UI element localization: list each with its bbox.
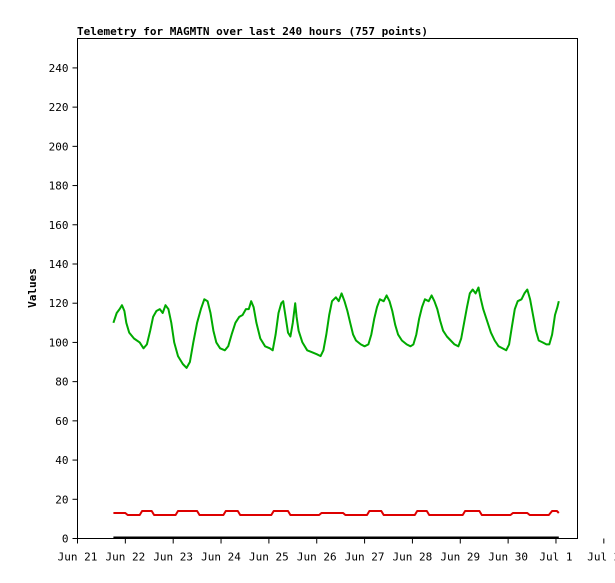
x-tick-label: Jun 28 [393,551,433,564]
x-tick-label: Jun 24 [201,551,241,564]
y-axis-label: Values [26,268,39,308]
x-tick-label: Jun 21 [58,551,98,564]
y-tick-label: 40 [55,454,68,467]
x-axis-ticks: Jun 21 Jun 22 Jun 23 Jun 24 Jun 25 Jun 26 Jun … [58,538,615,564]
x-tick-label: Jun 25 [249,551,289,564]
x-tick-label: Jun 23 [153,551,193,564]
x-tick-label: Jul 1 [539,551,572,564]
series-line-2 [113,510,560,516]
y-tick-label: 240 [49,62,69,75]
plot-frame [77,38,578,539]
y-tick-label: 80 [55,376,68,389]
y-tick-label: 120 [49,297,69,310]
y-tick-label: 180 [49,180,69,193]
y-axis-ticks: 0 20 40 60 80 100 120 140 160 180 200 220 240 [49,62,78,546]
y-tick-label: 100 [49,336,69,349]
x-tick-label: Jul 2 [587,551,615,564]
y-tick-label: 60 [55,415,68,428]
series-layer [112,286,560,539]
chart-title: Telemetry for MAGMTN over last 240 hours… [77,25,428,38]
x-tick-label: Jun 26 [297,551,337,564]
y-tick-label: 160 [49,219,69,232]
y-tick-label: 140 [49,258,69,271]
y-tick-label: 200 [49,140,69,153]
y-tick-label: 0 [62,533,69,546]
y-tick-label: 220 [49,101,69,114]
x-tick-label: Jun 29 [440,551,480,564]
x-tick-label: Jun 27 [345,551,385,564]
x-tick-label: Jun 22 [105,551,145,564]
series-line-1 [112,286,560,369]
y-tick-label: 20 [55,493,68,506]
x-tick-label: Jun 30 [488,551,528,564]
